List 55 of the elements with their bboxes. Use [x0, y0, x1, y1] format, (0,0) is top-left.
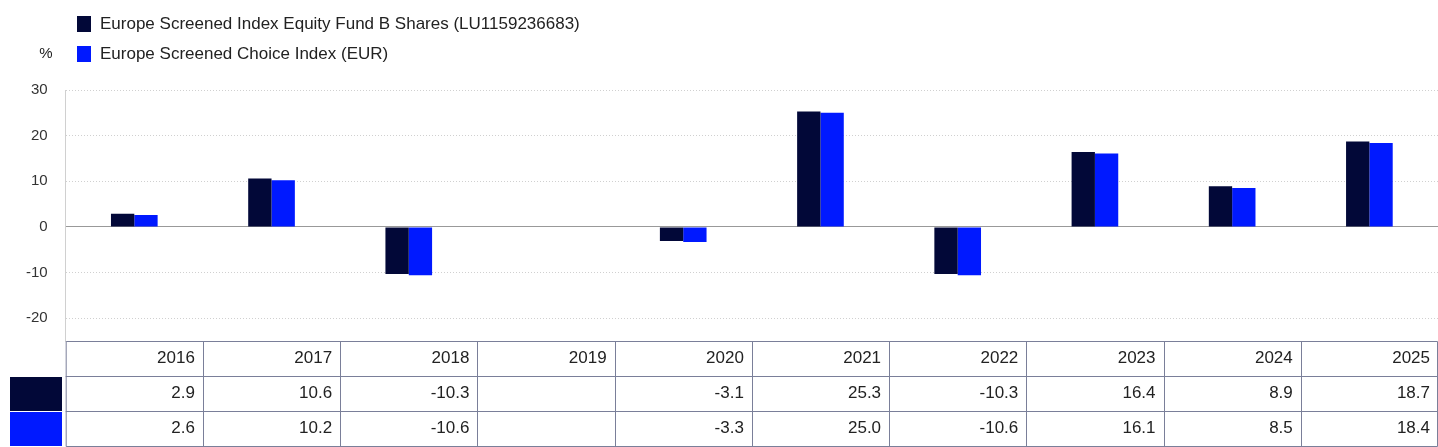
data-label: 18.7 — [1396, 383, 1430, 403]
x-tick-label: 2025 — [1392, 348, 1430, 368]
bar — [659, 227, 684, 242]
bar — [1369, 142, 1393, 227]
data-label: 16.4 — [1122, 383, 1156, 403]
y-axis-title: % — [39, 44, 53, 62]
bar — [820, 112, 844, 227]
y-tick-label: -10 — [25, 262, 48, 280]
y-tick-label: 0 — [39, 217, 48, 235]
y-tick-label: 30 — [30, 80, 48, 98]
data-label: -3.1 — [714, 383, 744, 403]
data-label: -3.3 — [714, 418, 744, 438]
x-tick-label: 2016 — [157, 348, 195, 368]
data-label: -10.3 — [979, 383, 1019, 403]
bar — [110, 213, 135, 227]
x-tick-label: 2023 — [1117, 348, 1156, 368]
bar — [1071, 152, 1095, 227]
x-tick-label: 2021 — [843, 348, 882, 368]
x-tick-label: 2020 — [706, 348, 744, 368]
legend-label: Europe Screened Index Equity Fund B Shares (LU1159236683) — [100, 13, 580, 33]
bar — [683, 227, 707, 242]
legend-label: Europe Screened Choice Index (EUR) — [100, 43, 389, 63]
data-label: 2.9 — [171, 383, 195, 403]
x-tick-label: 2024 — [1254, 348, 1293, 368]
bar — [385, 227, 409, 274]
data-label: 16.1 — [1122, 418, 1156, 438]
data-label: 8.9 — [1269, 383, 1293, 403]
data-label: 18.4 — [1396, 418, 1430, 438]
y-tick-label: 20 — [30, 125, 48, 143]
x-tick-label: 2017 — [294, 348, 333, 368]
data-label: -10.6 — [979, 418, 1019, 438]
bar — [797, 111, 821, 227]
bar — [957, 227, 982, 276]
data-label: 25.3 — [847, 383, 882, 403]
bar — [1094, 153, 1119, 227]
data-label: 8.5 — [1269, 418, 1293, 438]
data-label: -10.3 — [430, 383, 470, 403]
bar — [1346, 141, 1370, 227]
data-label: 2.6 — [171, 418, 195, 438]
bar — [248, 178, 272, 227]
y-tick-label: 10 — [30, 171, 48, 189]
bar — [271, 180, 295, 227]
data-label: 10.6 — [299, 383, 333, 403]
y-tick-label: -20 — [25, 308, 48, 326]
bar — [934, 227, 958, 274]
bar — [408, 227, 433, 276]
data-label: 25.0 — [847, 418, 882, 438]
bar — [1232, 188, 1256, 227]
x-tick-label: 2019 — [568, 348, 607, 368]
x-tick-label: 2022 — [980, 348, 1019, 368]
bar — [1208, 186, 1233, 227]
data-label: -10.6 — [430, 418, 470, 438]
x-tick-label: 2018 — [431, 348, 470, 368]
bar — [134, 215, 158, 227]
data-label: 10.2 — [299, 418, 333, 438]
